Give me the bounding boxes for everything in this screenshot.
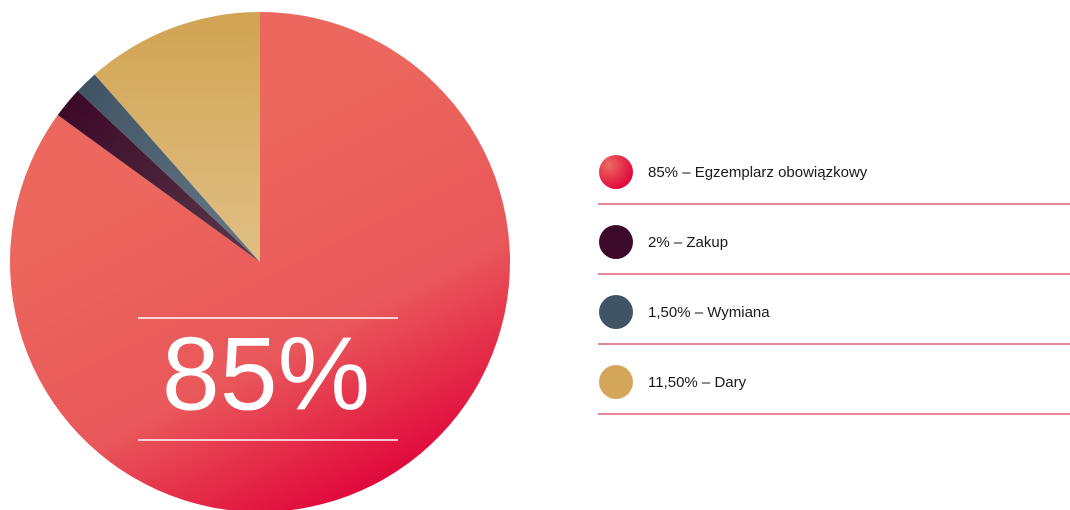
pie-slice xyxy=(57,90,260,262)
legend-swatch xyxy=(599,295,633,329)
center-label: 85% xyxy=(162,316,370,432)
legend-label: 11,50% – Dary xyxy=(648,374,747,391)
pie-slice xyxy=(77,74,260,262)
legend-swatch xyxy=(599,225,633,259)
legend-label: 1,50% – Wymiana xyxy=(648,304,770,321)
legend-swatch xyxy=(599,155,633,189)
pie-slice xyxy=(10,12,511,510)
legend-swatch xyxy=(599,365,633,399)
legend-label: 85% – Egzemplarz obowiązkowy xyxy=(648,164,868,181)
pie-slice xyxy=(94,12,261,262)
legend-label: 2% – Zakup xyxy=(648,234,728,251)
